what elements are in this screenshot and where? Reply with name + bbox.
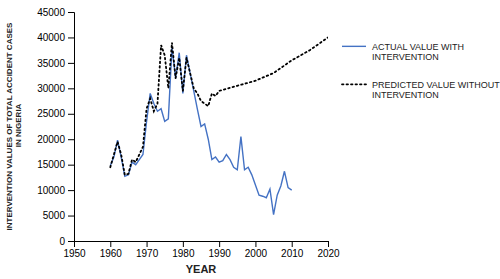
series-line: [110, 48, 291, 215]
y-tick: 5000: [43, 210, 74, 221]
x-axis: 1950 1960 1970 1980 1990 2000 2010 2020: [63, 241, 340, 259]
y-tick: 0: [59, 236, 74, 247]
x-tick-label: 1990: [209, 248, 232, 259]
x-tick-label: 1950: [63, 248, 86, 259]
x-tick: 1950: [63, 241, 86, 259]
x-tick: 1980: [172, 241, 195, 259]
y-tick-mark: [68, 241, 74, 242]
x-tick-mark: [292, 241, 293, 247]
y-tick-label: 10000: [37, 185, 65, 196]
x-tick: 1990: [209, 241, 232, 259]
y-tick-label: 45000: [37, 7, 65, 18]
x-tick: 2000: [245, 241, 268, 259]
legend-label-line: PREDICTED VALUE WITHOUT: [372, 80, 500, 90]
y-tick-label: 40000: [37, 32, 65, 43]
y-tick-mark: [68, 165, 74, 166]
x-tick-label: 1960: [100, 248, 123, 259]
y-tick-mark: [68, 216, 74, 217]
y-tick-mark: [68, 12, 74, 13]
y-tick: 25000: [37, 108, 74, 119]
x-tick-label: 2020: [317, 248, 340, 259]
plot: 1950 1960 1970 1980 1990 2000 2010 2020 0 5000 100…: [37, 7, 340, 259]
y-tick-label: 15000: [37, 159, 65, 170]
y-tick-mark: [68, 88, 74, 89]
x-tick-label: 2010: [281, 248, 304, 259]
y-tick: 20000: [37, 134, 74, 145]
legend-label-line: INTERVENTION: [372, 90, 439, 100]
y-tick-label: 0: [59, 236, 65, 247]
x-axis-line: [75, 242, 329, 248]
y-tick-label: 20000: [37, 134, 65, 145]
legend-swatch: [342, 46, 366, 47]
y-axis-title-line: INTERVENTION VALUES OF TOTAL ACCIDENT CA…: [5, 22, 14, 231]
x-tick-mark: [255, 241, 256, 247]
chart: 1950 1960 1970 1980 1990 2000 2010 2020 0 5000 100…: [0, 0, 500, 279]
y-tick-mark: [68, 63, 74, 64]
x-axis-title: YEAR: [186, 263, 217, 275]
legend-label-line: ACTUAL VALUE WITH: [372, 42, 464, 52]
y-tick-mark: [68, 139, 74, 140]
y-axis-title-line: IN NIGERIA: [14, 103, 23, 149]
legend-swatch: [342, 83, 366, 85]
y-tick-label: 5000: [43, 210, 66, 221]
x-tick: 2010: [281, 241, 304, 259]
x-tick-mark: [219, 241, 220, 247]
y-axis-line: [68, 13, 75, 242]
x-tick-mark: [110, 241, 111, 247]
y-tick: 10000: [37, 185, 74, 196]
y-tick: 15000: [37, 159, 74, 170]
x-tick: 2020: [317, 241, 340, 259]
x-tick-label: 1970: [136, 248, 159, 259]
x-tick-mark: [328, 241, 329, 247]
x-tick-mark: [183, 241, 184, 247]
legend-item: ACTUAL VALUE WITHINTERVENTION: [342, 42, 464, 63]
y-axis: 0 5000 10000 15000 20000 25000 30000 35000 40000…: [37, 7, 74, 247]
x-tick: 1960: [100, 241, 123, 259]
legend-item: PREDICTED VALUE WITHOUTINTERVENTION: [342, 80, 500, 101]
y-tick-mark: [68, 114, 74, 115]
y-tick-mark: [68, 37, 74, 38]
y-tick: 40000: [37, 32, 74, 43]
y-tick: 30000: [37, 83, 74, 94]
series-line: [110, 37, 328, 174]
x-tick: 1970: [136, 241, 159, 259]
x-tick-label: 1980: [172, 248, 195, 259]
y-axis-title: INTERVENTION VALUES OF TOTAL ACCIDENT CA…: [5, 22, 23, 231]
legend-label-line: INTERVENTION: [372, 52, 439, 62]
y-tick-label: 30000: [37, 83, 65, 94]
y-tick-label: 35000: [37, 58, 65, 69]
lines: [110, 37, 328, 214]
y-tick-mark: [68, 190, 74, 191]
x-tick-label: 2000: [245, 248, 268, 259]
legend: ACTUAL VALUE WITHINTERVENTIONPREDICTED V…: [342, 42, 500, 101]
legend-label: ACTUAL VALUE WITHINTERVENTION: [372, 42, 464, 63]
x-tick-mark: [147, 241, 148, 247]
y-tick-label: 25000: [37, 108, 65, 119]
legend-label: PREDICTED VALUE WITHOUTINTERVENTION: [372, 80, 500, 101]
y-tick: 35000: [37, 58, 74, 69]
y-tick: 45000: [37, 7, 74, 18]
